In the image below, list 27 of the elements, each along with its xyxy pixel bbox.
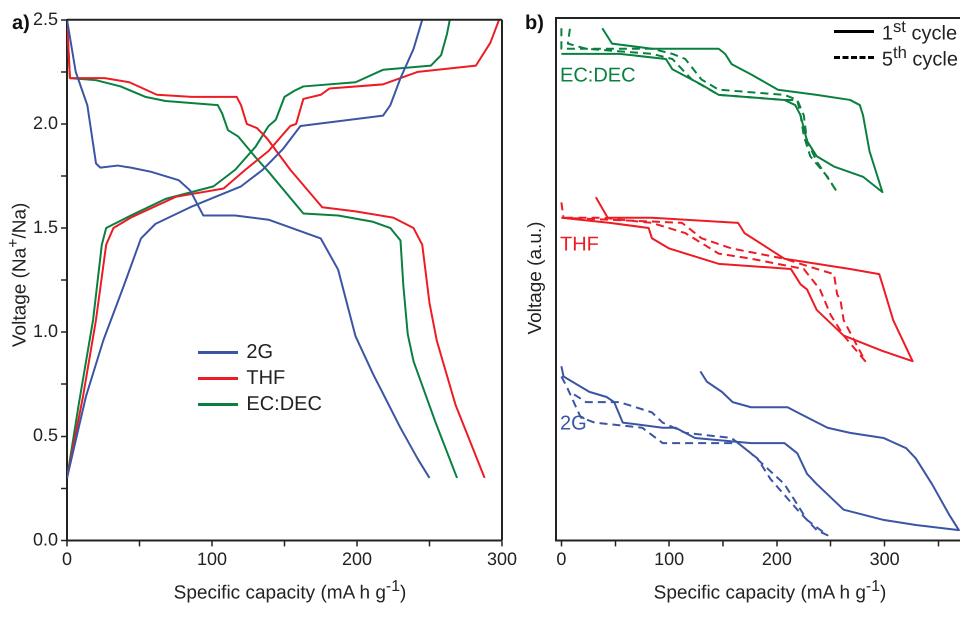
y-tick-label: 1.5 xyxy=(32,217,58,238)
x-tick-label: 300 xyxy=(870,549,900,570)
legend-label: 2G xyxy=(246,341,274,364)
series-label: THF xyxy=(560,233,599,256)
x-axis-title: Specific capacity (mA h g$^{-1}$) xyxy=(652,578,888,604)
series-label: 2G xyxy=(560,412,587,435)
legend-label: THF xyxy=(246,367,286,390)
chart-title: a) xyxy=(12,12,30,35)
y-tick-label: 2.5 xyxy=(32,8,58,29)
x-tick-label: 300 xyxy=(486,549,518,570)
x-tick-label: 0 xyxy=(556,549,566,570)
legend-label: 5$^{th}$ cycle xyxy=(882,42,958,72)
x-tick-label: 0 xyxy=(62,549,72,570)
x-tick-label: 200 xyxy=(762,549,792,570)
y-tick-label: 0.0 xyxy=(32,529,58,550)
y-tick-label: 0.5 xyxy=(32,425,58,446)
chart-title: b) xyxy=(525,12,544,35)
legend-label: EC:DEC xyxy=(246,393,322,416)
x-tick-label: 100 xyxy=(654,549,684,570)
legend-label: 1$^{st}$ cycle xyxy=(882,16,958,46)
x-tick-label: 200 xyxy=(342,549,372,570)
y-axis-title: Voltage (a.u.) xyxy=(524,221,547,335)
x-tick-label: 100 xyxy=(196,549,228,570)
x-axis-title: Specific capacity (mA h g$^{-1}$) xyxy=(172,578,408,604)
y-tick-label: 1.0 xyxy=(32,321,58,342)
y-tick-label: 2.0 xyxy=(32,112,58,133)
series-label: EC:DEC xyxy=(560,64,636,86)
